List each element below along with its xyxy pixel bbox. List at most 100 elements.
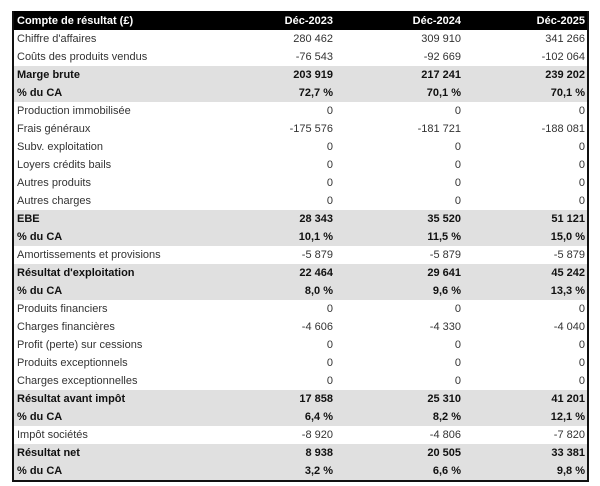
cell-year-3: 239 202 — [545, 69, 585, 81]
cell-year-1: 0 — [326, 105, 333, 117]
row-label: Marge brute — [17, 69, 80, 81]
row-label: Charges financières — [17, 321, 115, 333]
cell-year-2: 29 641 — [427, 267, 461, 279]
cell-year-1: 28 343 — [299, 213, 333, 225]
cell-year-2: 0 — [454, 177, 461, 189]
cell-year-2: -4 330 — [429, 321, 461, 333]
row-label: % du CA — [17, 411, 63, 423]
cell-year-1: 0 — [326, 339, 333, 351]
cell-year-3: 341 266 — [545, 33, 585, 45]
cell-year-2: -181 721 — [417, 123, 461, 135]
cell-year-2: 6,6 % — [432, 465, 461, 477]
cell-year-3: 45 242 — [551, 267, 585, 279]
row-label: Amortissements et provisions — [17, 249, 161, 261]
income-statement-table: Compte de résultat (£) Déc-2023 Déc-2024… — [12, 11, 589, 482]
cell-year-2: 35 520 — [427, 213, 461, 225]
cell-year-3: 41 201 — [551, 393, 585, 405]
cell-year-2: 0 — [454, 141, 461, 153]
cell-year-3: 0 — [578, 141, 585, 153]
row-label: % du CA — [17, 465, 63, 477]
row-label: Production immobilisée — [17, 105, 131, 117]
cell-year-3: 0 — [578, 195, 585, 207]
cell-year-3: 0 — [578, 159, 585, 171]
header-title: Compte de résultat (£) — [17, 14, 134, 27]
table-row: EBE 28 343 35 520 51 121 — [14, 210, 587, 228]
cell-year-3: -5 879 — [553, 249, 585, 261]
table-row: % du CA 10,1 % 11,5 % 15,0 % — [14, 228, 587, 246]
cell-year-1: 10,1 % — [298, 231, 333, 243]
cell-year-2: 11,5 % — [427, 231, 461, 243]
cell-year-3: 0 — [578, 303, 585, 315]
row-label: Résultat net — [17, 447, 80, 459]
table-row: Production immobilisée 0 0 0 — [14, 102, 587, 120]
cell-year-2: 0 — [454, 339, 461, 351]
cell-year-1: 0 — [326, 159, 333, 171]
cell-year-3: 0 — [578, 375, 585, 387]
row-label: % du CA — [17, 87, 63, 99]
cell-year-1: 0 — [326, 375, 333, 387]
cell-year-2: 0 — [454, 195, 461, 207]
cell-year-3: -4 040 — [553, 321, 585, 333]
table-row: Charges exceptionnelles 0 0 0 — [14, 372, 587, 390]
cell-year-1: 8,0 % — [304, 285, 333, 297]
table-body: Chiffre d'affaires 280 462 309 910 341 266 C… — [14, 30, 587, 480]
table-header: Compte de résultat (£) Déc-2023 Déc-2024… — [14, 11, 587, 30]
cell-year-1: 17 858 — [299, 393, 333, 405]
row-label: Profit (perte) sur cessions — [17, 339, 143, 351]
table-row: Autres produits 0 0 0 — [14, 174, 587, 192]
row-label: Charges exceptionnelles — [17, 375, 138, 387]
table-row: Produits financiers 0 0 0 — [14, 300, 587, 318]
cell-year-3: 0 — [578, 339, 585, 351]
row-label: Autres produits — [17, 177, 91, 189]
cell-year-1: -8 920 — [301, 429, 333, 441]
cell-year-2: 25 310 — [427, 393, 461, 405]
row-label: Résultat avant impôt — [17, 393, 126, 405]
table-row: Charges financières -4 606 -4 330 -4 040 — [14, 318, 587, 336]
table-row: Coûts des produits vendus -76 543 -92 669 -… — [14, 48, 587, 66]
cell-year-2: 0 — [454, 375, 461, 387]
table-row: Frais généraux -175 576 -181 721 -188 081 — [14, 120, 587, 138]
cell-year-3: -188 081 — [541, 123, 585, 135]
cell-year-1: 0 — [326, 141, 333, 153]
cell-year-2: -92 669 — [423, 51, 461, 63]
cell-year-1: 0 — [326, 357, 333, 369]
row-label: Produits exceptionnels — [17, 357, 128, 369]
cell-year-3: 9,8 % — [556, 465, 585, 477]
cell-year-3: 0 — [578, 105, 585, 117]
cell-year-2: 70,1 % — [426, 87, 461, 99]
cell-year-1: 22 464 — [299, 267, 333, 279]
cell-year-1: 0 — [326, 177, 333, 189]
cell-year-2: 8,2 % — [432, 411, 461, 423]
table-row: Résultat avant impôt 17 858 25 310 41 201 — [14, 390, 587, 408]
cell-year-3: 12,1 % — [550, 411, 585, 423]
cell-year-3: 70,1 % — [550, 87, 585, 99]
table-row: Subv. exploitation 0 0 0 — [14, 138, 587, 156]
cell-year-1: 3,2 % — [304, 465, 333, 477]
row-label: Produits financiers — [17, 303, 108, 315]
table-row: Résultat d'exploitation 22 464 29 641 45 24… — [14, 264, 587, 282]
cell-year-3: 15,0 % — [550, 231, 585, 243]
row-label: Loyers crédits bails — [17, 159, 112, 171]
row-label: Chiffre d'affaires — [17, 33, 97, 45]
cell-year-2: 0 — [454, 357, 461, 369]
table-row: % du CA 8,0 % 9,6 % 13,3 % — [14, 282, 587, 300]
row-label: Subv. exploitation — [17, 141, 104, 153]
header-year-1: Déc-2023 — [284, 14, 333, 27]
cell-year-1: 0 — [326, 195, 333, 207]
cell-year-1: 203 919 — [293, 69, 333, 81]
header-year-2: Déc-2024 — [412, 14, 461, 27]
cell-year-2: -5 879 — [429, 249, 461, 261]
cell-year-1: 6,4 % — [304, 411, 333, 423]
row-label: Autres charges — [17, 195, 91, 207]
cell-year-2: 309 910 — [421, 33, 461, 45]
table-row: % du CA 3,2 % 6,6 % 9,8 % — [14, 462, 587, 480]
cell-year-2: 0 — [454, 159, 461, 171]
cell-year-2: 0 — [454, 105, 461, 117]
cell-year-1: -5 879 — [301, 249, 333, 261]
table-row: Amortissements et provisions -5 879 -5 879… — [14, 246, 587, 264]
cell-year-2: -4 806 — [429, 429, 461, 441]
table-row: Profit (perte) sur cessions 0 0 0 — [14, 336, 587, 354]
row-label: Résultat d'exploitation — [17, 267, 135, 279]
table-row: % du CA 6,4 % 8,2 % 12,1 % — [14, 408, 587, 426]
table-row: Produits exceptionnels 0 0 0 — [14, 354, 587, 372]
